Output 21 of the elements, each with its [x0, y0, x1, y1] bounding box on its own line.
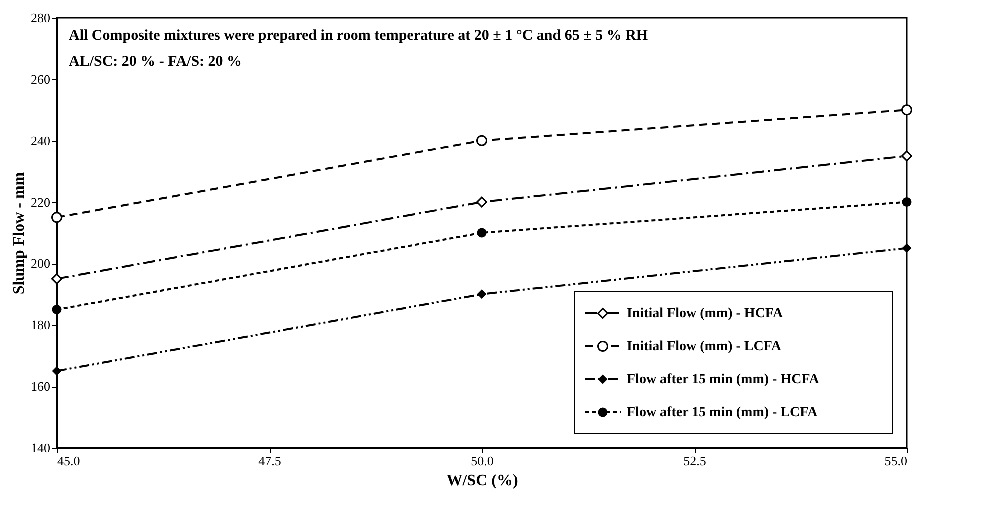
- legend-label: Initial Flow (mm) - LCFA: [627, 340, 782, 354]
- x-tick-label: 52.5: [684, 454, 706, 468]
- legend-label: Initial Flow (mm) - HCFA: [627, 306, 784, 322]
- legend-label: Flow after 15 min (mm) - HCFA: [627, 372, 820, 388]
- y-tick-label: 240: [31, 133, 50, 148]
- y-tick-label: 140: [31, 440, 50, 456]
- legend-label: Flow after 15 min (mm) - LCFA: [627, 406, 819, 420]
- x-tick-label: 45.0: [58, 454, 80, 468]
- y-axis-title: Slump Flow - mm: [11, 172, 28, 295]
- y-tick-label: 200: [31, 256, 50, 272]
- y-tick-label: 280: [31, 10, 50, 26]
- y-tick-label: 260: [31, 72, 50, 87]
- annotation: All Composite mixtures were prepared in room temperature at 20 ± 1 °C and 65 ± 5 % RH: [69, 28, 648, 44]
- x-tick-label: 50.0: [471, 454, 494, 468]
- y-tick-label: 220: [31, 194, 50, 210]
- annotation: AL/SC: 20 % - FA/S: 20 %: [69, 54, 242, 70]
- x-tick-label: 47.5: [258, 454, 282, 468]
- y-tick-label: 180: [31, 318, 50, 333]
- x-axis-title: W/SC (%): [446, 472, 518, 490]
- x-tick-label: 55.0: [884, 454, 908, 468]
- y-tick-label: 160: [31, 379, 50, 394]
